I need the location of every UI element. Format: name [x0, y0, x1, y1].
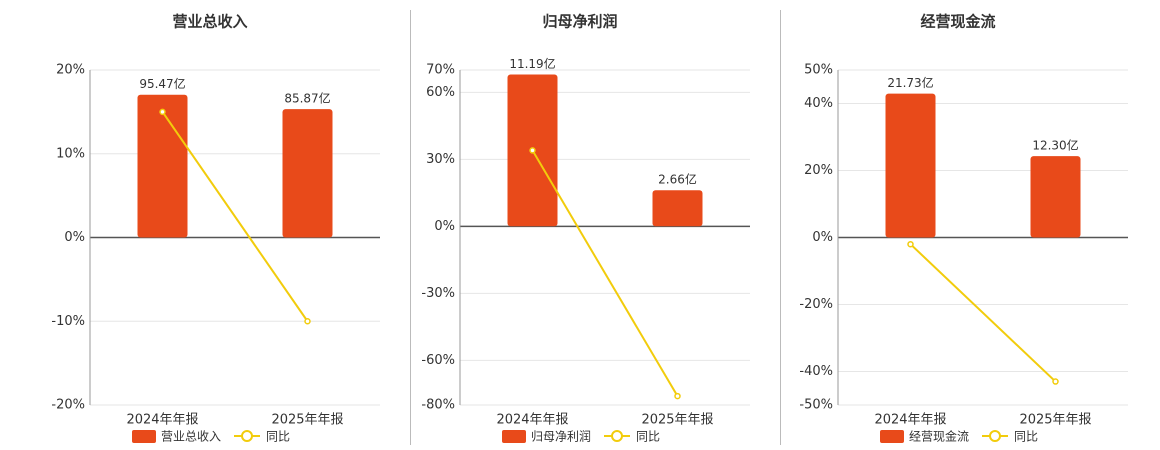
y-tick-label: 20% [804, 163, 833, 178]
bar [652, 190, 703, 227]
legend-label: 经营现金流 [909, 429, 969, 444]
legend-label: 同比 [1014, 430, 1038, 444]
legend-label: 同比 [266, 430, 290, 444]
y-tick-label: -80% [421, 398, 455, 413]
chart-title: 归母净利润 [542, 13, 617, 31]
legend-label: 营业总收入 [161, 430, 221, 444]
y-tick-label: -20% [799, 297, 833, 312]
y-tick-label: 0% [434, 219, 455, 234]
bar [137, 94, 188, 238]
y-tick-label: 40% [804, 96, 833, 111]
line-point [674, 392, 681, 400]
bar [885, 93, 936, 238]
x-tick-label: 2024年年报 [874, 413, 946, 428]
legend-marker [241, 430, 253, 442]
legend-marker [989, 430, 1001, 442]
data-label: 11.19亿 [509, 56, 555, 71]
line [161, 111, 309, 322]
y-tick-label: -10% [51, 314, 85, 329]
line [531, 149, 679, 397]
y-tick-label: 10% [56, 146, 85, 161]
legend-label: 同比 [636, 430, 660, 444]
x-tick-label: 2025年年报 [271, 413, 343, 428]
y-tick-label: 0% [64, 230, 85, 245]
y-tick-label: 70% [426, 63, 455, 78]
bar [282, 109, 333, 238]
legend-swatch [132, 430, 156, 443]
line-point [529, 147, 536, 154]
data-label: 2.66亿 [658, 172, 697, 187]
legend-marker [611, 430, 623, 442]
x-tick-label: 2025年年报 [641, 413, 713, 428]
y-tick-label: 60% [426, 85, 455, 100]
line-point [159, 108, 166, 116]
y-tick-label: 30% [426, 152, 455, 167]
chart-title: 营业总收入 [172, 13, 247, 31]
y-tick-label: -60% [421, 353, 455, 368]
legend-swatch [880, 430, 904, 443]
y-tick-label: -50% [799, 398, 833, 413]
legend-swatch [502, 430, 526, 443]
chart-title: 经营现金流 [920, 13, 995, 31]
line [909, 243, 1057, 383]
x-tick-label: 2024年年报 [496, 413, 568, 428]
x-tick-label: 2025年年报 [1019, 413, 1091, 428]
data-label: 85.87亿 [284, 91, 330, 106]
line-point [1052, 378, 1059, 385]
bar [1030, 156, 1081, 238]
y-tick-label: 0% [812, 230, 833, 245]
data-label: 95.47亿 [139, 76, 185, 91]
x-tick-label: 2024年年报 [126, 413, 198, 428]
y-tick-label: -20% [51, 398, 85, 413]
legend-label: 归母净利润 [531, 430, 591, 444]
data-label: 21.73亿 [887, 75, 933, 90]
y-tick-label: -30% [421, 286, 455, 301]
y-tick-label: 20% [56, 63, 85, 78]
y-tick-label: -40% [799, 364, 833, 379]
line-point [907, 240, 914, 248]
line-point [304, 318, 311, 325]
data-label: 12.30亿 [1032, 138, 1078, 153]
y-tick-label: 50% [804, 63, 833, 78]
